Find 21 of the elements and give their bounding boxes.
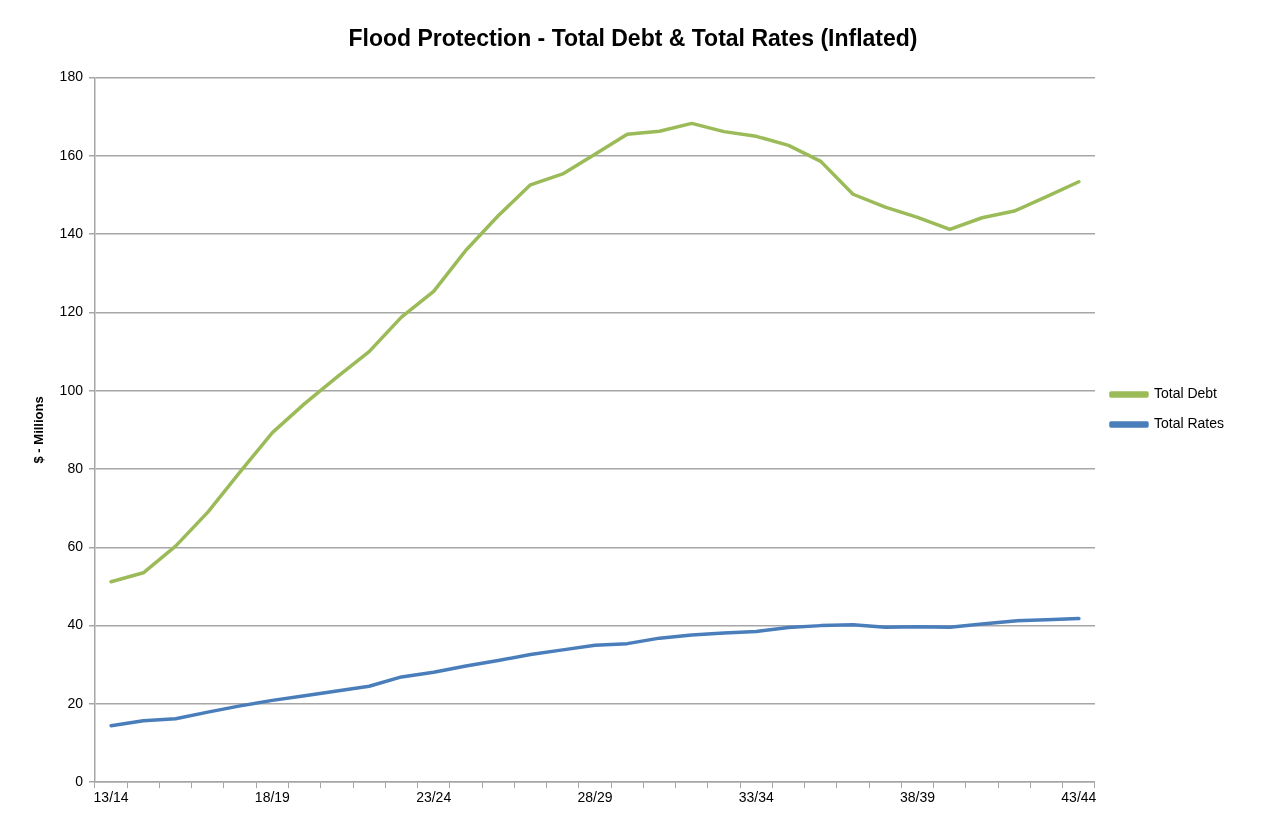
x-tick-label: 33/34 [738,789,774,806]
chart-title: Flood Protection - Total Debt & Total Rates (Inflated) [348,25,918,52]
x-tick-label: 38/39 [900,789,936,806]
x-tick-label: 13/14 [93,789,129,806]
y-tick-label: 100 [59,381,84,398]
x-tick-label: 28/29 [577,789,613,806]
y-tick-label: 80 [67,459,84,476]
y-tick-label: 40 [67,616,84,633]
y-tick-label: 160 [59,146,84,163]
legend-label: Total Rates [1153,415,1225,432]
y-tick-label: 140 [59,225,84,242]
y-axis-title: $ - Millions [31,396,47,464]
y-tick-label: 180 [59,68,84,85]
x-tick-label: 23/24 [416,789,452,806]
y-tick-label: 0 [75,773,84,790]
y-tick-label: 20 [67,694,84,711]
y-tick-label: 60 [67,538,84,555]
x-tick-label: 43/44 [1061,789,1097,806]
x-tick-label: 18/19 [254,789,291,806]
legend-label: Total Debt [1153,385,1218,402]
y-tick-label: 120 [59,303,84,320]
